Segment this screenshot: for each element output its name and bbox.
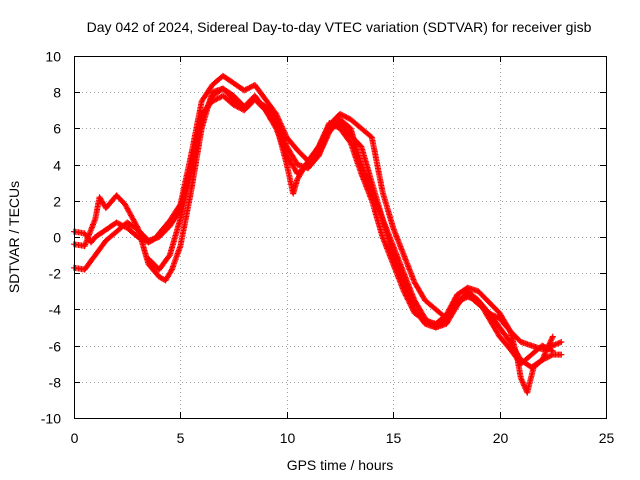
data-point [506, 326, 513, 333]
y-tick-label: 8 [53, 85, 61, 101]
data-point [323, 135, 330, 142]
y-tick-label: 4 [53, 158, 61, 174]
x-tick-label: 5 [177, 430, 185, 446]
axis-ticks: -10 -8 -6 -4 -2 0 2 4 6 8 10 0 5 10 15 20 25 [41, 49, 615, 447]
y-axis-label: SDTVAR / TECUs [6, 181, 22, 293]
data-point [315, 144, 321, 151]
data-point [407, 301, 414, 308]
y-tick-label: 0 [53, 230, 61, 246]
data-point [549, 348, 556, 354]
series-1 [71, 72, 565, 353]
x-tick-label: 0 [71, 430, 79, 446]
data-point [329, 121, 335, 128]
x-tick-label: 15 [386, 430, 402, 446]
y-tick-label: -6 [49, 339, 62, 355]
y-tick-label: -2 [49, 266, 62, 282]
data-point [272, 124, 279, 131]
y-tick-label: 2 [53, 194, 61, 210]
data-point [213, 96, 220, 103]
series-4 [145, 85, 556, 396]
data-point [558, 351, 565, 358]
data-point [558, 339, 565, 345]
data-points [71, 72, 565, 396]
data-point [168, 267, 175, 274]
y-tick-label: -10 [41, 411, 61, 427]
data-point [116, 220, 123, 227]
data-point [549, 333, 556, 340]
x-tick-label: 25 [599, 430, 615, 446]
data-point [401, 289, 408, 296]
series-3 [71, 92, 556, 367]
x-axis-label: GPS time / hours [287, 457, 394, 473]
grid [74, 56, 606, 418]
y-tick-label: 6 [53, 121, 61, 137]
chart-title: Day 042 of 2024, Sidereal Day-to-day VTE… [87, 19, 592, 35]
data-point [165, 253, 172, 260]
x-tick-label: 20 [493, 430, 509, 446]
y-tick-label: -8 [49, 375, 62, 391]
data-point [408, 304, 415, 311]
y-tick-label: -4 [49, 302, 62, 318]
y-tick-label: 10 [45, 49, 61, 65]
data-point [202, 108, 209, 114]
x-tick-label: 10 [280, 430, 296, 446]
